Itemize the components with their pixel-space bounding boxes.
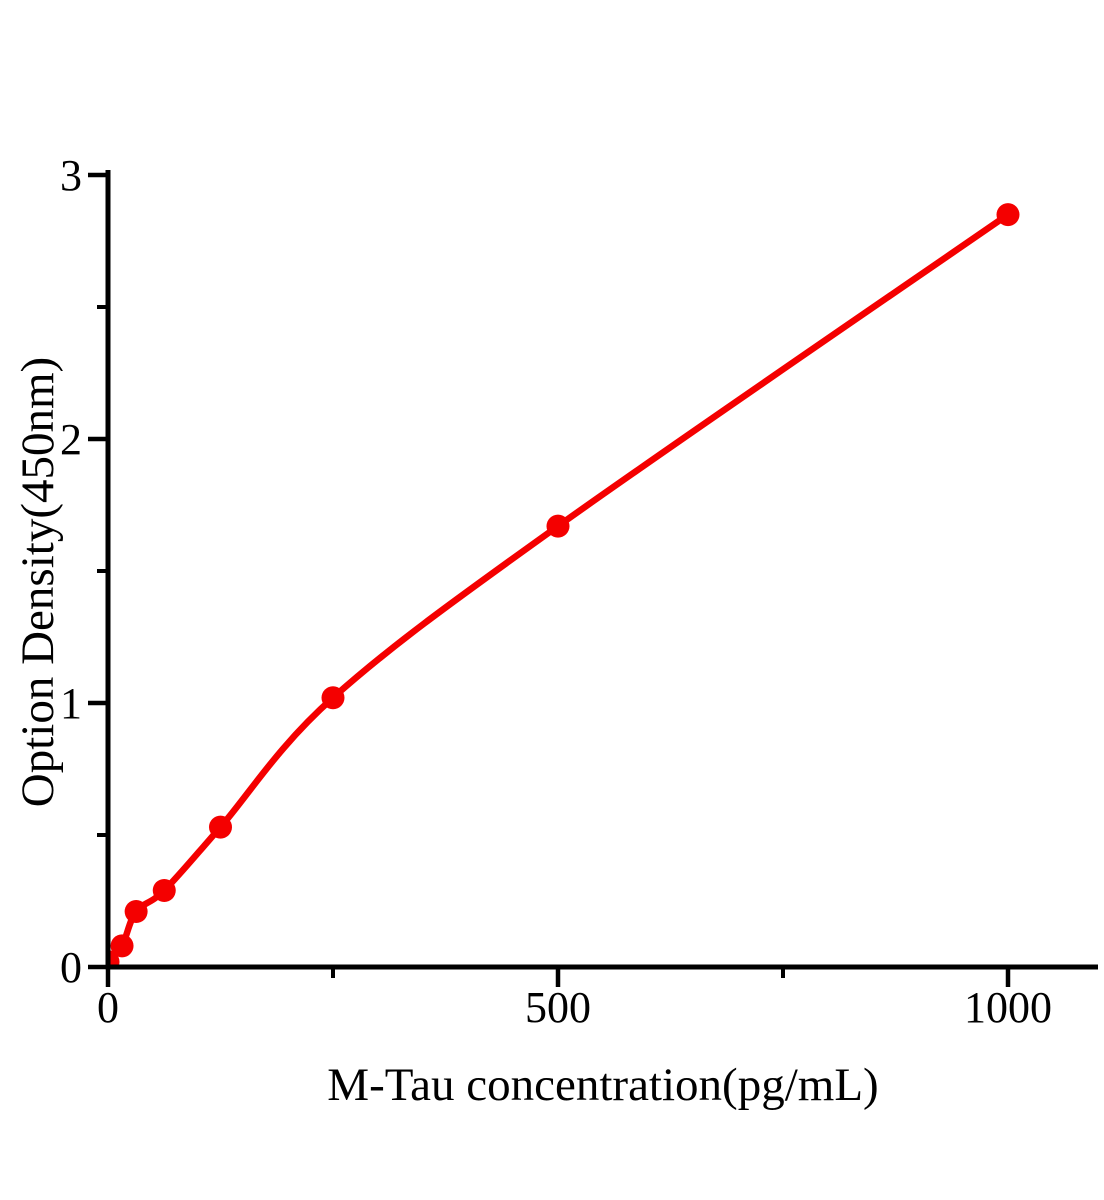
data-point-1000 — [996, 203, 1020, 227]
y-tick-label-3: 3 — [60, 151, 82, 200]
x-tick-label-0: 0 — [97, 983, 119, 1032]
y-tick-label-1: 1 — [60, 679, 82, 728]
y-tick-label-2: 2 — [60, 415, 82, 464]
fitted-curve — [110, 211, 1010, 964]
data-point-15.6 — [110, 934, 134, 958]
data-point-125 — [209, 815, 232, 839]
data-point-500 — [546, 514, 570, 538]
x-tick-label-500: 500 — [525, 983, 591, 1032]
y-tick-label-0: 0 — [60, 943, 82, 992]
x-tick-label-1000: 1000 — [964, 983, 1052, 1032]
plot-area — [110, 203, 1020, 965]
x-axis-title: M-Tau concentration(pg/mL) — [327, 1059, 879, 1111]
y-axis-title: Option Density(450nm) — [12, 356, 64, 808]
data-point-0 — [110, 950, 120, 965]
data-point-31.25 — [124, 900, 148, 924]
data-point-62.5 — [152, 878, 176, 902]
data-point-250 — [321, 686, 345, 710]
